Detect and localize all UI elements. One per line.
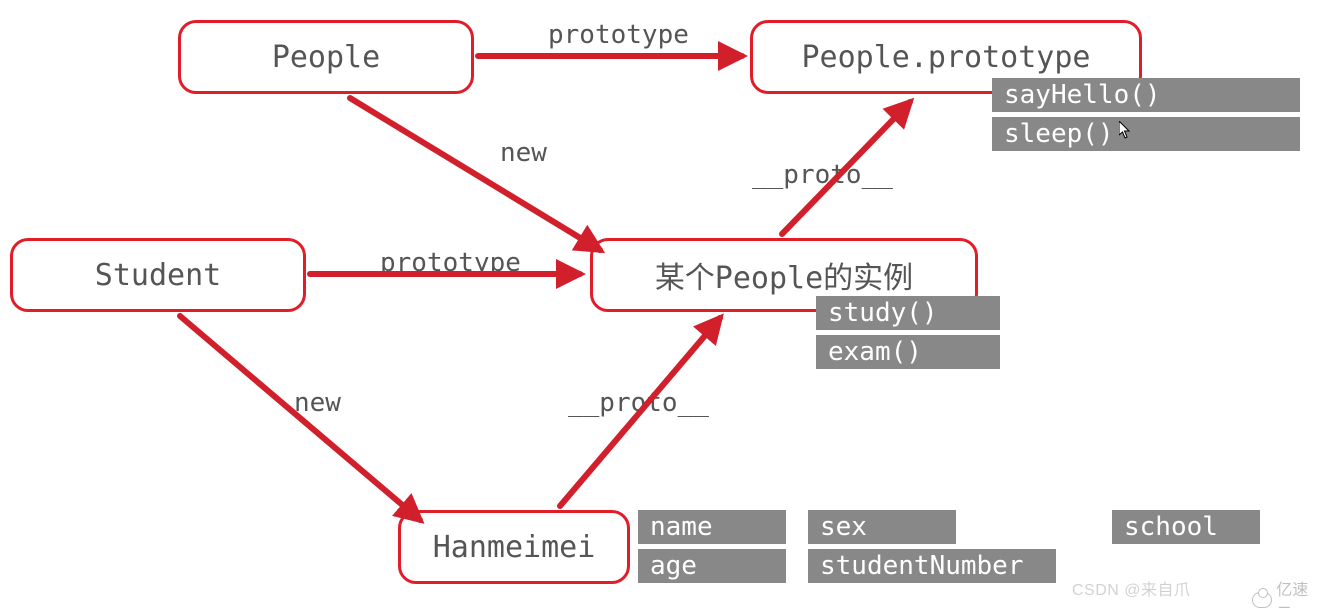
- cloud-icon: [1252, 592, 1272, 608]
- watermark-yisu-label: 亿速云: [1276, 576, 1320, 609]
- watermark-yisu: 亿速云: [1252, 576, 1320, 609]
- node-people-instance-label: 某个People的实例: [655, 253, 913, 297]
- prop-studentnumber: studentNumber: [808, 549, 1056, 583]
- edge-label-student-prototype: prototype: [380, 248, 521, 278]
- prop-name: name: [638, 510, 786, 544]
- watermark-csdn: CSDN @来自爪: [1072, 576, 1191, 600]
- prop-age: age: [638, 549, 786, 583]
- node-student: Student: [10, 238, 306, 312]
- prop-sex: sex: [808, 510, 956, 544]
- node-student-label: Student: [95, 258, 221, 293]
- prop-exam: exam(): [816, 335, 1000, 369]
- node-hanmeimei: Hanmeimei: [398, 510, 630, 584]
- edge-label-student-new: new: [294, 388, 341, 418]
- node-people-prototype-label: People.prototype: [802, 40, 1091, 75]
- edge-label-people-prototype: prototype: [548, 20, 689, 50]
- edge-label-people-proto: __proto__: [752, 160, 893, 190]
- edge-label-people-new: new: [500, 138, 547, 168]
- node-hanmeimei-label: Hanmeimei: [433, 530, 596, 565]
- prop-sleep: sleep(): [992, 117, 1300, 151]
- edge-label-hanmeimei-proto: __proto__: [568, 388, 709, 418]
- diagram-canvas: People People.prototype Student 某个People…: [0, 0, 1320, 609]
- prop-study: study(): [816, 296, 1000, 330]
- node-people-label: People: [272, 40, 380, 75]
- prop-sayhello: sayHello(): [992, 78, 1300, 112]
- prop-school: school: [1112, 510, 1260, 544]
- node-people: People: [178, 20, 474, 94]
